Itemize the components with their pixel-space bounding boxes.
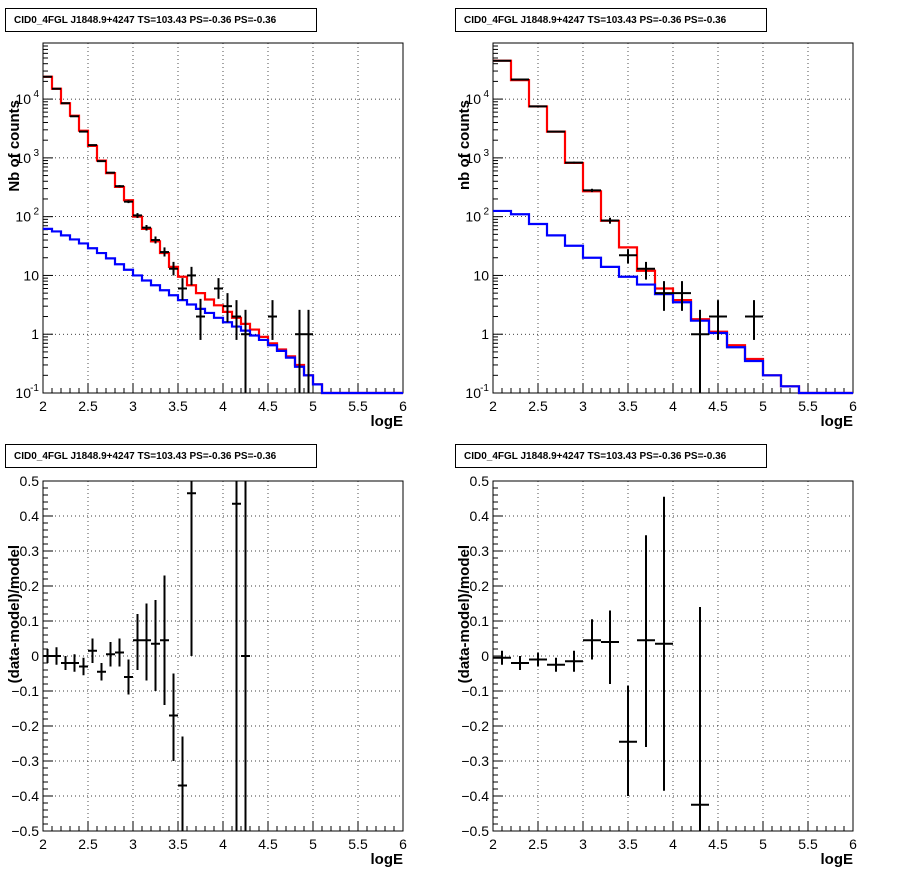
y-tick-label: −0.2 xyxy=(461,718,489,734)
x-tick-label: 5.5 xyxy=(798,398,818,414)
y-tick-label: −0.4 xyxy=(11,788,39,804)
x-axis-label: logE xyxy=(371,851,404,868)
y-tick-label: −0.1 xyxy=(461,683,489,699)
y-tick-label: −0.1 xyxy=(11,683,39,699)
x-tick-label: 2 xyxy=(39,398,47,414)
y-tick-label: −0.2 xyxy=(11,718,39,734)
x-tick-label: 5 xyxy=(309,836,317,852)
plot-frame xyxy=(42,42,404,394)
x-tick-label: 4.5 xyxy=(708,398,728,414)
y-tick-exponent: 4 xyxy=(483,89,489,100)
x-axis-label: logE xyxy=(821,413,854,430)
x-tick-label: 2 xyxy=(489,836,497,852)
y-tick-exponent: 3 xyxy=(483,148,489,159)
x-tick-label: 3 xyxy=(579,398,587,414)
y-tick-label: 0.3 xyxy=(470,543,490,559)
x-tick-label: 6 xyxy=(849,836,857,852)
y-tick-label: −0.3 xyxy=(461,753,489,769)
x-tick-label: 2 xyxy=(39,836,47,852)
y-axis-label: (data-model)/model xyxy=(456,545,473,683)
plot-frame xyxy=(492,42,854,394)
y-tick-label: 10 xyxy=(15,385,31,401)
y-tick-exponent: -1 xyxy=(480,383,489,394)
y-tick-exponent: 2 xyxy=(483,207,489,218)
y-tick-label: 10 xyxy=(465,385,481,401)
x-tick-label: 3.5 xyxy=(168,398,188,414)
panel-title: CID0_4FGL J1848.9+4247 TS=103.43 PS=-0.3… xyxy=(455,444,767,468)
x-axis-label: logE xyxy=(821,851,854,868)
y-axis-label: (data-model)/model xyxy=(6,545,23,683)
x-tick-label: 4 xyxy=(669,836,677,852)
y-tick-exponent: 3 xyxy=(33,148,39,159)
y-tick-label: −0.5 xyxy=(461,823,489,839)
x-tick-label: 6 xyxy=(849,398,857,414)
x-tick-label: 5 xyxy=(759,398,767,414)
y-tick-label: 0.4 xyxy=(470,508,490,524)
y-tick-label: 0.2 xyxy=(20,578,40,594)
y-tick-label: 10 xyxy=(473,267,489,283)
y-tick-label: 1 xyxy=(31,326,39,342)
y-tick-exponent: -1 xyxy=(30,383,39,394)
x-tick-label: 3 xyxy=(129,398,137,414)
y-tick-label: 10 xyxy=(465,209,481,225)
panel-title: CID0_4FGL J1848.9+4247 TS=103.43 PS=-0.3… xyxy=(5,8,317,32)
y-tick-label: −0.3 xyxy=(11,753,39,769)
x-tick-label: 2.5 xyxy=(78,836,98,852)
x-tick-label: 5.5 xyxy=(348,398,368,414)
x-tick-label: 5 xyxy=(759,836,767,852)
x-tick-label: 3.5 xyxy=(168,836,188,852)
x-tick-label: 4.5 xyxy=(258,836,278,852)
y-tick-label: 10 xyxy=(23,267,39,283)
y-tick-label: 10 xyxy=(465,150,481,166)
x-tick-label: 4 xyxy=(219,398,227,414)
y-axis-label: nb of counts xyxy=(456,100,473,190)
y-tick-label: 0.4 xyxy=(20,508,40,524)
y-tick-label: 0.5 xyxy=(470,473,490,489)
y-tick-label: 0.1 xyxy=(20,613,40,629)
x-tick-label: 4 xyxy=(219,836,227,852)
y-tick-label: 10 xyxy=(15,150,31,166)
model-component-histogram xyxy=(43,227,403,395)
y-tick-label: −0.5 xyxy=(11,823,39,839)
y-tick-exponent: 2 xyxy=(33,207,39,218)
y-tick-label: 0.5 xyxy=(20,473,40,489)
y-tick-label: 0 xyxy=(481,648,489,664)
y-tick-label: 10 xyxy=(15,209,31,225)
y-tick-label: 0.1 xyxy=(470,613,490,629)
x-tick-label: 3.5 xyxy=(618,836,638,852)
x-tick-label: 2.5 xyxy=(528,836,548,852)
y-tick-label: 10 xyxy=(15,91,31,107)
y-tick-label: −0.4 xyxy=(461,788,489,804)
y-tick-label: 0 xyxy=(31,648,39,664)
x-tick-label: 4.5 xyxy=(258,398,278,414)
x-tick-label: 3 xyxy=(579,836,587,852)
x-tick-label: 5 xyxy=(309,398,317,414)
panel-title: CID0_4FGL J1848.9+4247 TS=103.43 PS=-0.3… xyxy=(455,8,767,32)
x-axis-label: logE xyxy=(371,413,404,430)
panel-title: CID0_4FGL J1848.9+4247 TS=103.43 PS=-0.3… xyxy=(5,444,317,468)
chart-panel-4: 2 2.5 3 3.5 4 4.5 5 5.5 6 −0.5 −0.4 −0.3 −0.2 −0.1 0 0.… xyxy=(456,473,857,868)
x-tick-label: 5.5 xyxy=(348,836,368,852)
y-tick-label: 1 xyxy=(481,326,489,342)
x-tick-label: 2.5 xyxy=(78,398,98,414)
x-tick-label: 6 xyxy=(399,398,407,414)
y-tick-label: 0.3 xyxy=(20,543,40,559)
x-tick-label: 3.5 xyxy=(618,398,638,414)
y-axis-label: Nb of counts xyxy=(6,100,23,192)
x-tick-label: 6 xyxy=(399,836,407,852)
x-tick-label: 4 xyxy=(669,398,677,414)
x-tick-label: 2 xyxy=(489,398,497,414)
x-tick-label: 2.5 xyxy=(528,398,548,414)
y-tick-exponent: 4 xyxy=(33,89,39,100)
x-tick-label: 3 xyxy=(129,836,137,852)
chart-panel-3: 2 2.5 3 3.5 4 4.5 5 5.5 6 −0.5 −0.4 −0.3 −0.2 −0.1 0 0.… xyxy=(6,473,407,868)
x-tick-label: 5.5 xyxy=(798,836,818,852)
x-tick-label: 4.5 xyxy=(708,836,728,852)
y-tick-label: 0.2 xyxy=(470,578,490,594)
y-tick-label: 10 xyxy=(465,91,481,107)
